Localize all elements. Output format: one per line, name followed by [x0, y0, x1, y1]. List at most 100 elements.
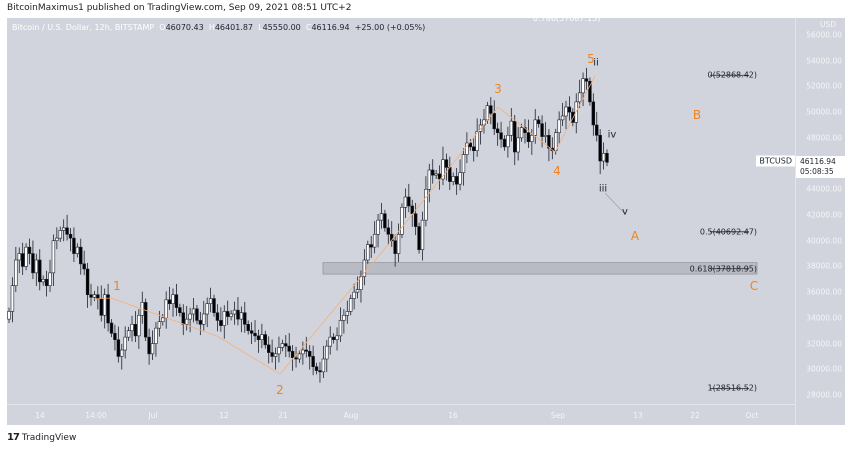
- candle: [338, 320, 343, 337]
- candle: [297, 353, 302, 360]
- candle: [137, 314, 141, 337]
- candle: [130, 323, 134, 332]
- candle: [92, 294, 97, 298]
- candle: [454, 176, 459, 185]
- candle: [362, 259, 367, 278]
- candle: [58, 230, 62, 239]
- candle: [533, 119, 537, 136]
- candle: [120, 349, 124, 357]
- candle: [588, 80, 592, 103]
- price-tick: 52000.00: [806, 81, 842, 91]
- time-tick: 13: [633, 411, 643, 420]
- candle: [492, 113, 496, 130]
- time-tick: Jul: [148, 411, 158, 420]
- candle: [89, 294, 93, 298]
- close-value: 46116.94: [311, 23, 350, 32]
- candle: [567, 106, 572, 113]
- low-value: 45550.00: [262, 23, 301, 32]
- candle: [222, 311, 226, 326]
- candle: [41, 278, 45, 283]
- candle: [243, 312, 247, 325]
- candle: [14, 259, 18, 287]
- candle: [51, 240, 56, 274]
- candle: [342, 314, 346, 321]
- chart-container[interactable]: Bitcoin / U.S. Dollar, 12h, BITSTAMP O46…: [7, 18, 846, 426]
- candle: [393, 240, 397, 254]
- candle: [232, 309, 237, 315]
- candle: [601, 152, 606, 162]
- elliott-wave-line: [92, 75, 596, 375]
- candle: [461, 154, 466, 173]
- candle: [441, 159, 445, 180]
- candle: [154, 327, 158, 344]
- candle: [468, 142, 473, 148]
- candle: [10, 285, 15, 312]
- candle: [123, 336, 127, 351]
- candle: [369, 244, 373, 248]
- candle: [458, 172, 462, 185]
- subwave-label-ii: ii: [593, 57, 599, 69]
- candle: [198, 320, 203, 325]
- price-plot[interactable]: [7, 18, 795, 404]
- candle: [560, 115, 565, 121]
- candle: [188, 313, 192, 320]
- wave-label-1: 1: [113, 279, 121, 293]
- candle: [225, 311, 230, 317]
- candle: [383, 213, 387, 229]
- candle: [113, 332, 117, 341]
- time-axis[interactable]: 14 14:00 Jul 12 21 Aug 16 Sep 13 22 Oct: [7, 404, 795, 426]
- candle: [577, 92, 582, 103]
- candle: [85, 268, 90, 296]
- candle: [157, 321, 162, 329]
- candle: [325, 345, 329, 360]
- candle: [164, 299, 168, 319]
- price-tick: 28000.00: [806, 390, 842, 400]
- candle: [150, 343, 155, 355]
- candle: [246, 323, 250, 332]
- candle: [437, 173, 442, 180]
- candle: [328, 336, 332, 347]
- candle: [564, 106, 568, 117]
- candle: [195, 308, 199, 321]
- candle: [267, 344, 271, 353]
- candle: [304, 349, 308, 352]
- candle: [116, 339, 121, 357]
- candle: [434, 173, 438, 176]
- tradingview-watermark[interactable]: 17 TradingView: [7, 432, 77, 443]
- candle: [20, 253, 25, 267]
- wave-label-B: B: [692, 108, 702, 122]
- candle: [7, 311, 11, 320]
- candle: [499, 132, 503, 140]
- price-tick: 34000.00: [806, 313, 842, 323]
- candle: [229, 313, 233, 317]
- candle: [605, 152, 609, 163]
- candle: [349, 298, 353, 312]
- candle: [485, 105, 490, 121]
- candle: [184, 318, 189, 325]
- candle: [417, 226, 421, 251]
- candle: [530, 134, 534, 143]
- candle: [321, 358, 326, 373]
- tradingview-logo-icon: 17: [7, 432, 20, 443]
- price-axis[interactable]: USD 46116.94 05:08:35 56000.00 54000.00 52…: [795, 18, 846, 425]
- candle: [311, 356, 315, 368]
- candle: [82, 263, 86, 270]
- candle: [55, 237, 59, 242]
- price-tick: 56000.00: [806, 30, 842, 40]
- time-tick: Sep: [550, 411, 566, 420]
- candle: [516, 137, 520, 153]
- candle: [598, 134, 602, 162]
- wave-label-4: 4: [553, 164, 561, 178]
- candle: [161, 317, 165, 323]
- candle: [284, 343, 288, 347]
- candle: [167, 299, 172, 305]
- candle: [61, 227, 66, 231]
- candle: [256, 335, 261, 341]
- wave-label-5: 5: [587, 52, 595, 66]
- candle: [171, 294, 175, 305]
- time-tick: 12: [219, 411, 229, 420]
- last-price-label: 46116.94 05:08:35: [796, 156, 846, 179]
- price-tick: 50000.00: [806, 107, 842, 117]
- candle: [489, 105, 493, 114]
- fib-level-label: 0.618(37818.95): [689, 264, 757, 274]
